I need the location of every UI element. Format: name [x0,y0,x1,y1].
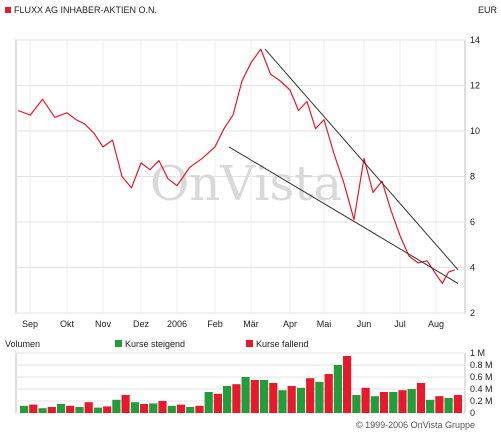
volume-bar-falling [47,407,56,413]
volume-bar-rising [315,381,324,413]
price-y-tick-label: 14 [470,35,480,45]
volume-bar-falling [416,383,426,413]
rising-legend-label: Kurse steigend [125,339,185,349]
volume-bar-rising [260,380,269,413]
volume-bar-rising [223,386,232,413]
currency-label: EUR [478,5,498,15]
volume-bar-falling [121,395,130,413]
volume-grid [16,352,465,414]
price-line [17,48,456,284]
volume-y-tick-label: 1 M [470,348,485,358]
price-x-tick-label: 2006 [167,319,187,329]
volume-bar-falling [250,380,259,413]
price-y-tick-label: 8 [470,172,475,182]
falling-legend-swatch [246,340,253,347]
volume-bar-falling [103,406,112,413]
volume-bar-falling [29,404,38,413]
rising-legend-swatch [115,340,122,347]
volume-y-tick-label: 0.4 M [470,384,493,394]
price-y-tick-label: 6 [470,217,475,227]
volume-bar-falling [287,386,296,413]
volume-bar-falling [195,405,204,413]
volume-bar-rising [407,389,416,413]
volume-bar-rising [204,392,213,413]
volume-bar-rising [112,399,121,413]
trendlines [228,48,459,284]
volume-bar-rising [149,403,158,413]
volume-bar-rising [56,404,66,413]
volume-y-axis: 0 0.2 M 0.4 M 0.6 M 0.8 M 1 M [470,348,493,418]
volume-bar-falling [158,401,167,413]
volume-bar-rising [278,390,287,413]
volume-bar-rising [75,407,84,413]
trendline [228,146,459,284]
volume-bar-falling [176,404,186,413]
volume-label: Volumen [5,339,40,349]
price-x-tick-label: Mai [317,319,332,329]
price-x-tick-label: Jul [394,319,406,329]
volume-bar-falling [140,404,149,413]
watermark: OnVista [150,156,342,212]
volume-bar-falling [66,405,75,413]
volume-legend: Volumen Kurse steigend Kurse fallend [5,339,309,349]
volume-bar-rising [38,408,47,413]
volume-bar-falling [213,393,222,413]
price-x-tick-label: Okt [60,319,75,329]
title-marker-icon [5,7,11,13]
volume-bar-rising [130,402,139,413]
volume-bar-rising [333,365,342,413]
price-x-tick-label: Aug [428,319,444,329]
volume-bar-falling [324,374,333,413]
volume-y-tick-label: 0.8 M [470,360,493,370]
volume-bar-falling [232,384,241,413]
volume-bar-rising [186,407,195,413]
volume-bar-falling [398,390,407,413]
price-y-tick-label: 10 [470,126,480,136]
price-x-tick-label: Feb [207,319,223,329]
volume-bar-rising [241,377,250,413]
volume-y-tick-label: 0.6 M [470,372,493,382]
volume-bar-rising [93,407,102,413]
volume-bar-rising [370,396,379,413]
price-x-axis: Sep Okt Nov Dez 2006 Feb Mär Apr Mai Jun Jul Aug [22,319,444,329]
price-grid [16,39,465,314]
copyright: © 1999-2006 OnVista Gruppe [356,420,475,430]
price-x-tick-label: Jun [357,319,372,329]
volume-bar-rising [389,392,398,413]
price-x-tick-label: Mär [243,319,259,329]
price-panel: OnVista 2 4 6 8 10 12 14 Sep Okt Nov Dez 2006 Feb Mä… [15,35,480,329]
chart-title: FLUXX AG INHABER-AKTIEN O.N. [14,5,157,15]
volume-y-tick-label: 0.2 M [470,396,493,406]
volume-bar-rising [296,387,306,413]
volume-bar-rising [426,399,435,413]
price-x-tick-label: Apr [283,319,297,329]
volume-bar-falling [453,395,462,413]
volume-bar-falling [269,383,278,413]
price-y-tick-label: 12 [470,81,480,91]
volume-bar-falling [343,356,352,413]
volume-panel: 0 0.2 M 0.4 M 0.6 M 0.8 M 1 M [15,348,493,418]
volume-bars [20,356,462,413]
volume-bar-falling [379,392,389,413]
price-x-tick-label: Dez [133,319,150,329]
falling-legend-label: Kurse fallend [256,339,309,349]
volume-bar-falling [306,378,315,413]
volume-bar-falling [435,396,444,413]
volume-bar-rising [20,405,29,413]
price-y-tick-label: 4 [470,263,475,273]
volume-y-tick-label: 0 [470,408,475,418]
price-y-tick-label: 2 [470,308,475,318]
volume-bar-rising [352,395,361,413]
price-x-tick-label: Nov [95,319,112,329]
volume-bar-falling [84,402,93,413]
volume-bar-rising [444,398,453,413]
price-x-tick-label: Sep [22,319,38,329]
volume-bar-rising [167,405,176,413]
trendline [264,48,459,271]
volume-bar-falling [361,387,370,413]
price-y-axis: 2 4 6 8 10 12 14 [470,35,480,318]
